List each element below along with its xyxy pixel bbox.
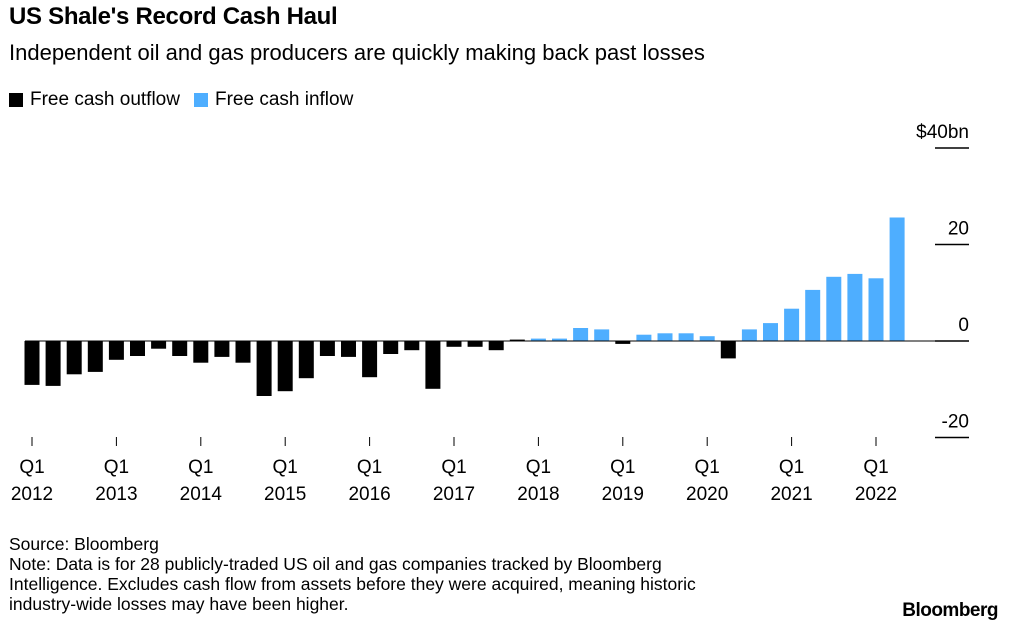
bar-q1-2016 — [362, 341, 378, 378]
bar-q1-2014 — [193, 341, 209, 363]
bar-q2-2017 — [467, 341, 483, 347]
bars — [24, 217, 905, 396]
chart-title: US Shale's Record Cash Haul — [9, 3, 338, 30]
x-tick-label-quarter: Q1 — [357, 457, 382, 478]
bar-q4-2016 — [425, 341, 441, 389]
x-tick-label-quarter: Q1 — [863, 457, 888, 478]
bar-q2-2020 — [720, 341, 736, 359]
chart-subtitle: Independent oil and gas producers are qu… — [9, 40, 705, 65]
bar-q1-2015 — [277, 341, 293, 392]
bar-q4-2019 — [678, 333, 694, 341]
bar-q4-2021 — [847, 273, 863, 341]
x-tick-label-year: 2016 — [348, 484, 390, 505]
bar-q1-2012 — [24, 341, 40, 385]
legend: Free cash outflow Free cash inflow — [9, 89, 367, 111]
bar-q2-2022 — [889, 217, 905, 341]
source-text: Source: Bloomberg — [9, 534, 159, 554]
bar-q4-2015 — [341, 341, 356, 357]
note-line-3: industry-wide losses may have been highe… — [9, 594, 349, 614]
x-tick-label-year: 2021 — [770, 484, 812, 505]
bar-q2-2012 — [45, 341, 61, 386]
y-tick-label: -20 — [942, 412, 969, 433]
x-axis-ticks: Q1 2012 Q1 2013 Q1 2014 Q1 2015 Q1 2016 Q1 2017 Q1 20… — [11, 437, 897, 505]
x-tick-label-quarter: Q1 — [273, 457, 298, 478]
x-tick-label-quarter: Q1 — [188, 457, 213, 478]
bar-q2-2013 — [130, 341, 145, 356]
x-tick-label-year: 2013 — [95, 484, 137, 505]
x-tick-label-year: 2022 — [855, 484, 897, 505]
bar-q3-2017 — [488, 341, 504, 351]
y-axis-labels: $40bn 20 0 -20 — [916, 122, 969, 433]
y-tick-label: 20 — [948, 219, 969, 240]
bar-q1-2021 — [784, 308, 800, 341]
bar-q1-2019 — [615, 341, 631, 344]
bar-q2-2019 — [636, 334, 652, 341]
bar-q3-2014 — [235, 341, 251, 363]
x-tick-label-quarter: Q1 — [104, 457, 129, 478]
bar-q3-2013 — [151, 341, 167, 349]
bar-q3-2015 — [319, 341, 335, 356]
y-gridlines — [935, 147, 969, 439]
y-tick-label: 0 — [958, 315, 969, 336]
x-tick-label-quarter: Q1 — [19, 457, 44, 478]
bar-q1-2022 — [868, 278, 884, 341]
x-tick-label-quarter: Q1 — [526, 457, 551, 478]
bar-q1-2013 — [108, 341, 124, 360]
bar-q1-2018 — [530, 338, 546, 341]
bar-q4-2012 — [87, 341, 103, 372]
bar-q4-2014 — [256, 341, 272, 396]
bar-q2-2018 — [552, 338, 567, 341]
legend-item-inflow: Free cash inflow — [193, 89, 354, 111]
bar-q4-2013 — [172, 341, 188, 356]
legend-label-inflow: Free cash inflow — [214, 89, 354, 110]
bar-q4-2020 — [763, 323, 778, 341]
bar-q2-2016 — [383, 341, 399, 354]
bar-q4-2017 — [509, 339, 525, 341]
bar-q2-2021 — [805, 289, 821, 341]
bar-q3-2021 — [826, 276, 842, 341]
bar-q1-2017 — [446, 341, 462, 347]
bar-q2-2014 — [214, 341, 230, 357]
footer: Source: Bloomberg Note: Data is for 28 p… — [9, 534, 869, 614]
bar-q3-2019 — [657, 333, 673, 341]
note-line-2: Intelligence. Excludes cash flow from as… — [9, 574, 696, 594]
bar-q4-2018 — [594, 329, 610, 341]
legend-item-outflow: Free cash outflow — [9, 89, 180, 111]
x-tick-label-year: 2020 — [686, 484, 728, 505]
bar-q3-2018 — [573, 328, 589, 341]
bar-q3-2016 — [404, 341, 420, 351]
legend-swatch-inflow — [193, 93, 208, 107]
y-tick-label: $40bn — [916, 122, 969, 143]
legend-label-outflow: Free cash outflow — [30, 89, 180, 110]
note-line-1: Note: Data is for 28 publicly-traded US … — [9, 554, 662, 574]
bar-q1-2020 — [699, 336, 715, 341]
bar-q3-2012 — [66, 341, 82, 375]
x-tick-label-year: 2019 — [602, 484, 644, 505]
x-tick-label-year: 2015 — [264, 484, 306, 505]
x-tick-label-year: 2014 — [180, 484, 223, 505]
bar-q3-2020 — [741, 329, 757, 341]
x-tick-label-quarter: Q1 — [441, 457, 466, 478]
x-tick-label-year: 2018 — [517, 484, 559, 505]
bloomberg-logo: Bloomberg — [902, 600, 998, 621]
bar-q2-2015 — [298, 341, 314, 379]
x-tick-label-quarter: Q1 — [779, 457, 804, 478]
x-tick-label-quarter: Q1 — [695, 457, 720, 478]
x-tick-label-quarter: Q1 — [610, 457, 635, 478]
legend-swatch-outflow — [9, 93, 23, 107]
x-tick-label-year: 2012 — [11, 484, 53, 505]
x-tick-label-year: 2017 — [433, 484, 475, 505]
